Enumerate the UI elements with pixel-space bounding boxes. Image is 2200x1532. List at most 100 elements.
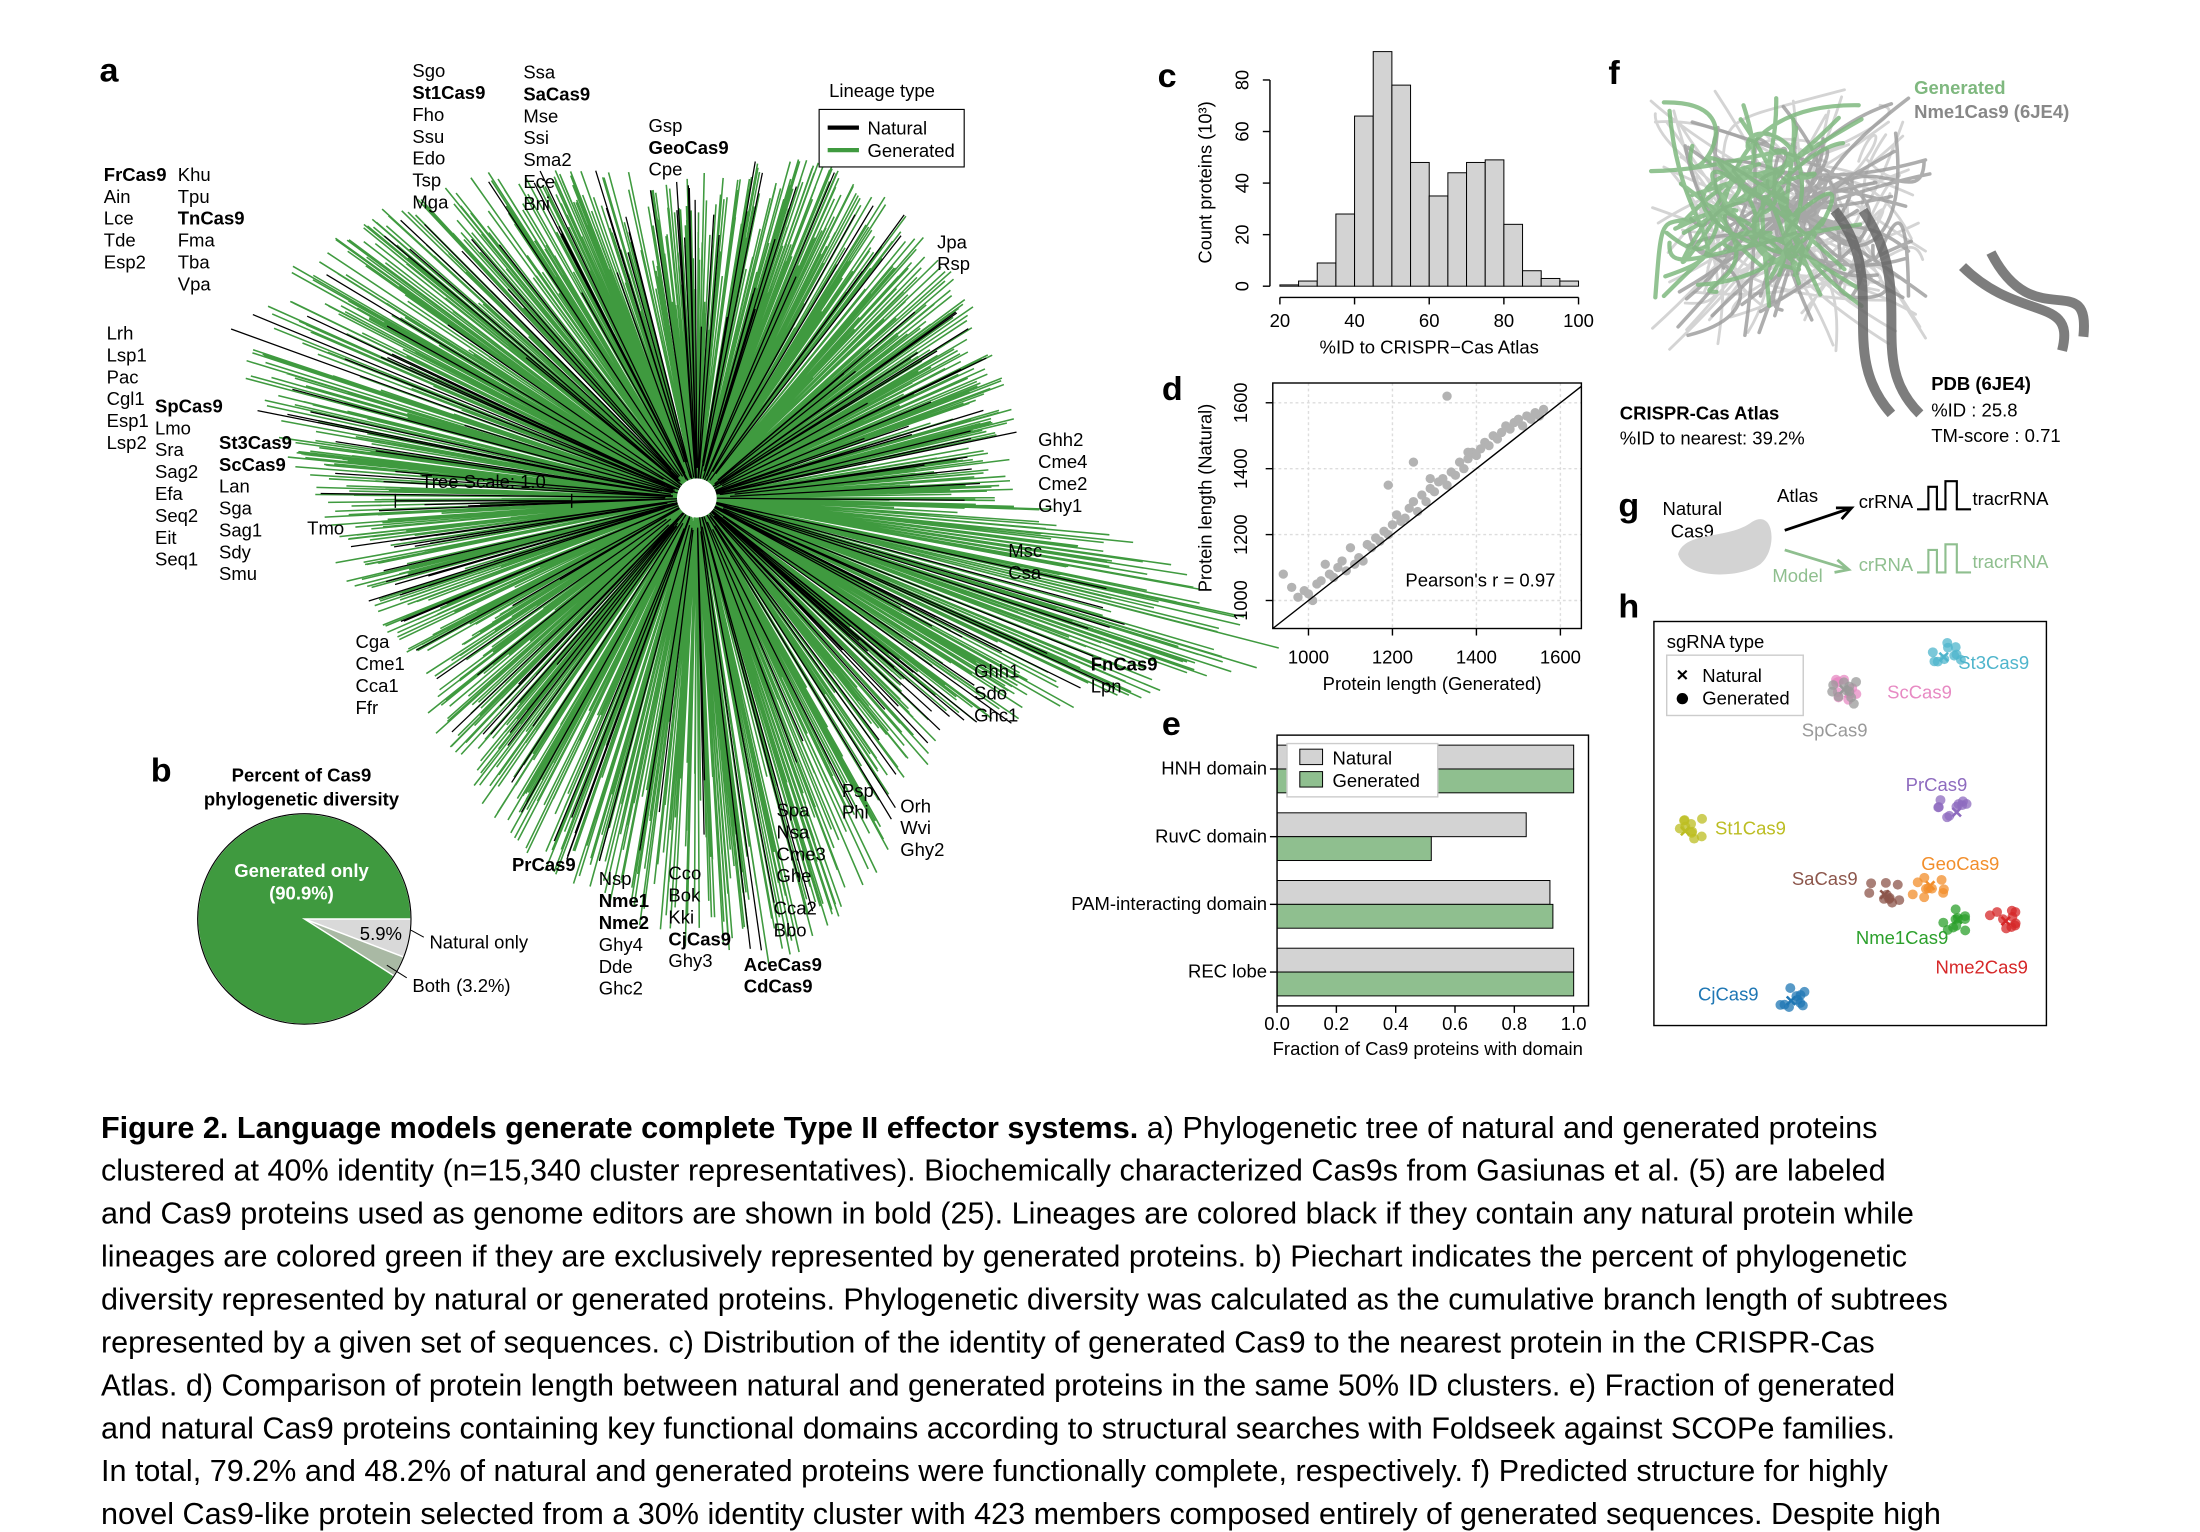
scatter-point [1404,503,1414,513]
tree-label: Psp [842,780,874,801]
cluster-label: St3Cas9 [1958,652,2029,673]
tree-label: Mga [412,192,449,213]
scatter-point [1303,589,1314,599]
pie-value-label: (90.9%) [269,882,334,903]
embedding-point [1907,889,1918,900]
crrna-label: crRNA [1859,554,1914,575]
caption-text: In total, 79.2% and 48.2% of natural and… [101,1455,1889,1488]
tree-scale-label: Tree Scale: 1.0 [421,471,546,492]
pie-outline [197,813,412,1025]
tree-label: TnCas9 [178,208,245,229]
tree-label: Ain [104,186,131,207]
embedding-point [1833,691,1844,702]
embedding-point [1919,892,1930,903]
tree-label: Fho [412,104,444,125]
panel-letter: d [1162,370,1183,408]
tree-label: Ece [523,171,555,192]
tree-label: Ffr [356,697,379,718]
panel-letter: b [151,752,172,790]
caption-line: and natural Cas9 proteins containing key… [101,1412,1895,1445]
bar [1276,971,1575,997]
tree-label: ScCas9 [219,454,286,475]
embedding-point [1933,802,1944,812]
legend-swatch [1299,771,1324,788]
pie-label: Natural only [429,931,528,952]
tree-label: Ssi [523,127,549,148]
tree-label: Sag1 [219,520,262,541]
legend-label: Natural [867,118,927,139]
scatter-point [1316,576,1326,586]
tree-label: St3Cas9 [219,432,292,453]
tree-label: Lce [104,208,134,229]
tree-label: Pac [107,366,139,387]
tree-label: Smu [219,563,257,584]
embedding-point [2007,912,2018,922]
tree-label: Ghy1 [1038,495,1082,516]
embedding-point [1992,907,2003,917]
y-axis-label: Count proteins (10³) [1195,101,1216,263]
caption-text: and natural Cas9 proteins containing key… [101,1412,1895,1445]
tree-label: Jpa [937,231,968,252]
tree-label: Ghh1 [974,661,1019,682]
arrow-label: Atlas [1777,485,1818,506]
embedding-point [1950,642,1961,653]
embedding-point [1927,647,1938,658]
structure-label: Generated [1914,77,2005,98]
scatter-point [1513,414,1524,424]
embedding-point [1950,904,1961,915]
embedding-cross [1925,880,1936,891]
embedding-point [1828,680,1839,690]
x-tick-label: 0.0 [1264,1013,1290,1034]
tree-label: PrCas9 [512,854,576,875]
tree-label: Edo [412,148,445,169]
legend-title: Lineage type [829,80,935,101]
tree-label: Ghc1 [974,705,1018,726]
x-tick-label: 1000 [1288,647,1329,668]
protein-label: Cas9 [1671,520,1714,541]
rna-helix [1830,207,2089,418]
tree-label: St1Cas9 [412,82,485,103]
tree-label: Nme2 [599,912,649,933]
y-tick-label: 0 [1231,281,1252,291]
embedding-point [1953,799,1964,809]
bar [1276,903,1554,929]
tree-label: Cga [356,631,391,652]
cluster-label: St1Cas9 [1715,818,1786,839]
scatter-point [1383,480,1393,490]
arrow-label: Model [1772,565,1822,586]
histogram-bar [1279,284,1300,287]
legend-title: sgRNA type [1667,631,1765,652]
scatter-point [1400,513,1410,523]
embedding-point [1866,878,1877,889]
tree-label: Sdy [219,541,252,562]
annotation: Pearson's r = 0.97 [1405,570,1555,591]
scatter-point [1450,470,1461,480]
tree-label: Kki [668,907,694,928]
structure-ribbon [1648,96,1864,308]
scatter-point [1517,421,1528,431]
tree-label: Bni [523,193,550,214]
protein-label: Natural [1663,498,1723,519]
tree-label: Efa [155,483,184,504]
scatter-point [1417,490,1427,500]
tree-label: Sga [219,498,253,519]
embedding-cross [1785,995,1797,1006]
embedding-point [1880,877,1891,888]
protein-blob [1678,519,1772,575]
tree-label: Tmo [307,518,344,539]
embedding-point [1950,914,1961,925]
tree-label: FnCas9 [1091,654,1158,675]
x-tick-label: 40 [1344,310,1365,331]
embedding-point [1929,656,1940,667]
scatter-point [1391,510,1402,520]
caption-text: lineages are colored green if they are e… [101,1241,1907,1274]
histogram-bar [1540,277,1561,287]
panel-letter: g [1618,486,1639,524]
bar [1276,836,1432,862]
tree-label: Rsp [937,253,970,274]
embedding-cross [1838,684,1850,695]
histogram-bar [1559,280,1580,287]
crrna-label: crRNA [1859,491,1914,512]
pdb-line: %ID : 25.8 [1931,400,2017,421]
pie-label: Generated only [234,860,369,881]
